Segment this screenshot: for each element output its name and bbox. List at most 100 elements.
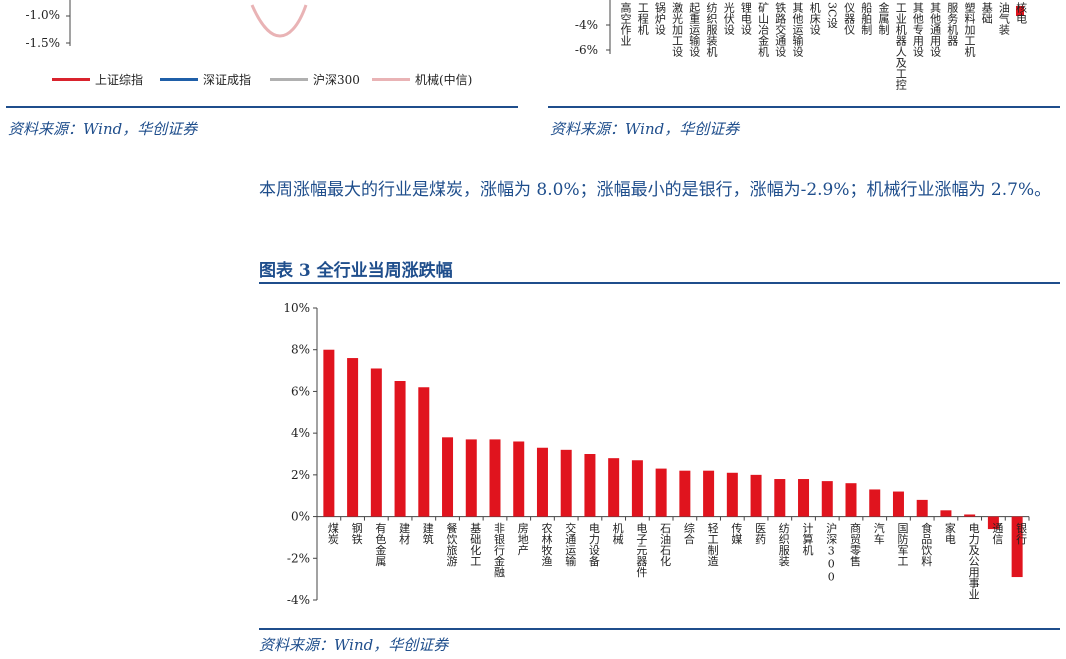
figure-title: 图表 3 全行业当周涨跌幅	[259, 261, 453, 281]
category-label: 纺织服装机	[705, 2, 718, 57]
category-label: 综合	[682, 521, 695, 544]
legend-item-csi300: 沪深300	[270, 71, 360, 88]
legend-item-shanghai: 上证综指	[52, 71, 143, 88]
y-tick-label: -1.5%	[25, 36, 60, 50]
legend-swatch	[52, 78, 90, 81]
legend-item-shenzhen: 深证成指	[160, 71, 251, 88]
bar-29	[987, 516, 999, 530]
category-label: 激光加工设	[670, 2, 684, 57]
bar-15	[655, 468, 667, 517]
bar-6	[442, 437, 454, 517]
source-note-right: 资料来源：Wind，华创证券	[550, 120, 740, 138]
divider	[6, 106, 518, 108]
divider	[548, 106, 1060, 108]
machinery-index-line	[250, 4, 308, 38]
y-tick-label: -6%	[574, 43, 598, 57]
bar-12	[584, 454, 596, 517]
y-tick-label: 8%	[291, 343, 310, 357]
divider	[259, 628, 1060, 630]
legend-swatch	[270, 78, 308, 81]
category-label: 国防军工	[896, 522, 909, 566]
category-label: 建筑	[421, 521, 434, 544]
legend-swatch	[372, 78, 410, 81]
bar-28	[964, 514, 976, 517]
bar-13	[608, 458, 620, 517]
bar-1	[323, 349, 335, 517]
category-label: 纺织服装	[777, 521, 790, 567]
y-tick-label: -4%	[287, 593, 310, 607]
category-label: 计算机	[801, 522, 814, 555]
category-label: 基础	[980, 2, 994, 24]
bar-2	[347, 358, 359, 517]
y-tick-label: 4%	[291, 426, 310, 440]
category-label: 船舶制	[859, 2, 873, 35]
category-label: 传媒	[730, 522, 743, 545]
bar-nuclear	[1016, 6, 1024, 16]
category-label: 电力及公用事业	[967, 522, 980, 599]
top-left-plot	[66, 0, 308, 46]
category-label: 汽车	[872, 521, 885, 545]
bar-27	[940, 510, 952, 517]
y-tick-label: 10%	[283, 301, 310, 315]
category-label: 石油石化	[659, 523, 672, 568]
category-label: 机床设	[808, 2, 822, 35]
divider	[259, 282, 1060, 284]
bar-16	[679, 470, 691, 517]
category-label: 银行	[1015, 521, 1028, 545]
category-label: 其他运输设	[791, 2, 804, 57]
category-label: 3C设	[825, 2, 839, 29]
category-label: 起重运输设	[687, 2, 701, 57]
bar-25	[892, 491, 904, 517]
y-tick-label: -4%	[574, 18, 598, 32]
bar-30	[1011, 516, 1023, 578]
bar-10	[536, 447, 548, 517]
bar-9	[513, 441, 525, 517]
category-label: 油气装	[997, 2, 1011, 35]
bar-14	[631, 460, 643, 517]
bar-8	[489, 439, 501, 517]
source-note-main: 资料来源：Wind，华创证券	[259, 636, 449, 654]
top-right-plot	[606, 0, 1024, 54]
bar-11	[560, 449, 572, 517]
category-label: 餐饮旅游	[445, 521, 458, 566]
category-label: 工程机	[636, 2, 650, 35]
summary-paragraph: 本周涨幅最大的行业是煤炭，涨幅为 8.0%；涨幅最小的是银行，涨幅为-2.9%；…	[259, 180, 1052, 200]
category-label: 轻工制造	[706, 521, 719, 566]
category-label: 光伏设	[722, 2, 736, 35]
category-label: 其他专用设	[911, 2, 925, 57]
y-tick-label: 2%	[291, 468, 310, 482]
category-label: 高空作业	[619, 2, 632, 46]
bar-18	[726, 472, 738, 517]
bar-20	[774, 479, 786, 517]
category-label: 电子元器件	[635, 522, 648, 578]
category-label: 金属制	[877, 2, 890, 35]
category-label: 工业机器人及工控	[894, 2, 908, 90]
bar-7	[465, 439, 477, 517]
bar-17	[703, 470, 715, 517]
category-label: 非银行金融	[493, 522, 506, 578]
category-label: 钢铁	[350, 522, 363, 544]
bar-22	[821, 481, 833, 517]
category-label: 建材	[398, 521, 411, 544]
bar-24	[869, 489, 881, 517]
category-label: 铁路交通设	[773, 2, 787, 57]
y-tick-label: 0%	[291, 510, 310, 524]
category-label: 农林牧渔	[540, 521, 553, 567]
category-label: 交通运输	[564, 521, 577, 567]
category-label: 锅炉设	[653, 2, 667, 35]
category-label: 其他通用设	[928, 2, 942, 57]
category-label: 锂电设	[739, 2, 753, 35]
y-tick-label: -2%	[287, 551, 310, 565]
y-tick-label: -1.0%	[25, 8, 60, 22]
category-label: 核电	[1014, 2, 1028, 24]
y-tick-label: 6%	[291, 384, 310, 398]
category-label: 仪器仪	[842, 2, 856, 35]
source-note-left: 资料来源：Wind，华创证券	[8, 120, 198, 138]
category-label: 煤炭	[326, 522, 339, 545]
bar-4	[394, 381, 406, 517]
category-label: 沪深300	[825, 521, 838, 583]
category-label: 有色金属	[374, 521, 387, 567]
category-label: 通信	[991, 522, 1004, 545]
legend-swatch	[160, 78, 198, 81]
category-label: 基础化工	[469, 522, 482, 566]
